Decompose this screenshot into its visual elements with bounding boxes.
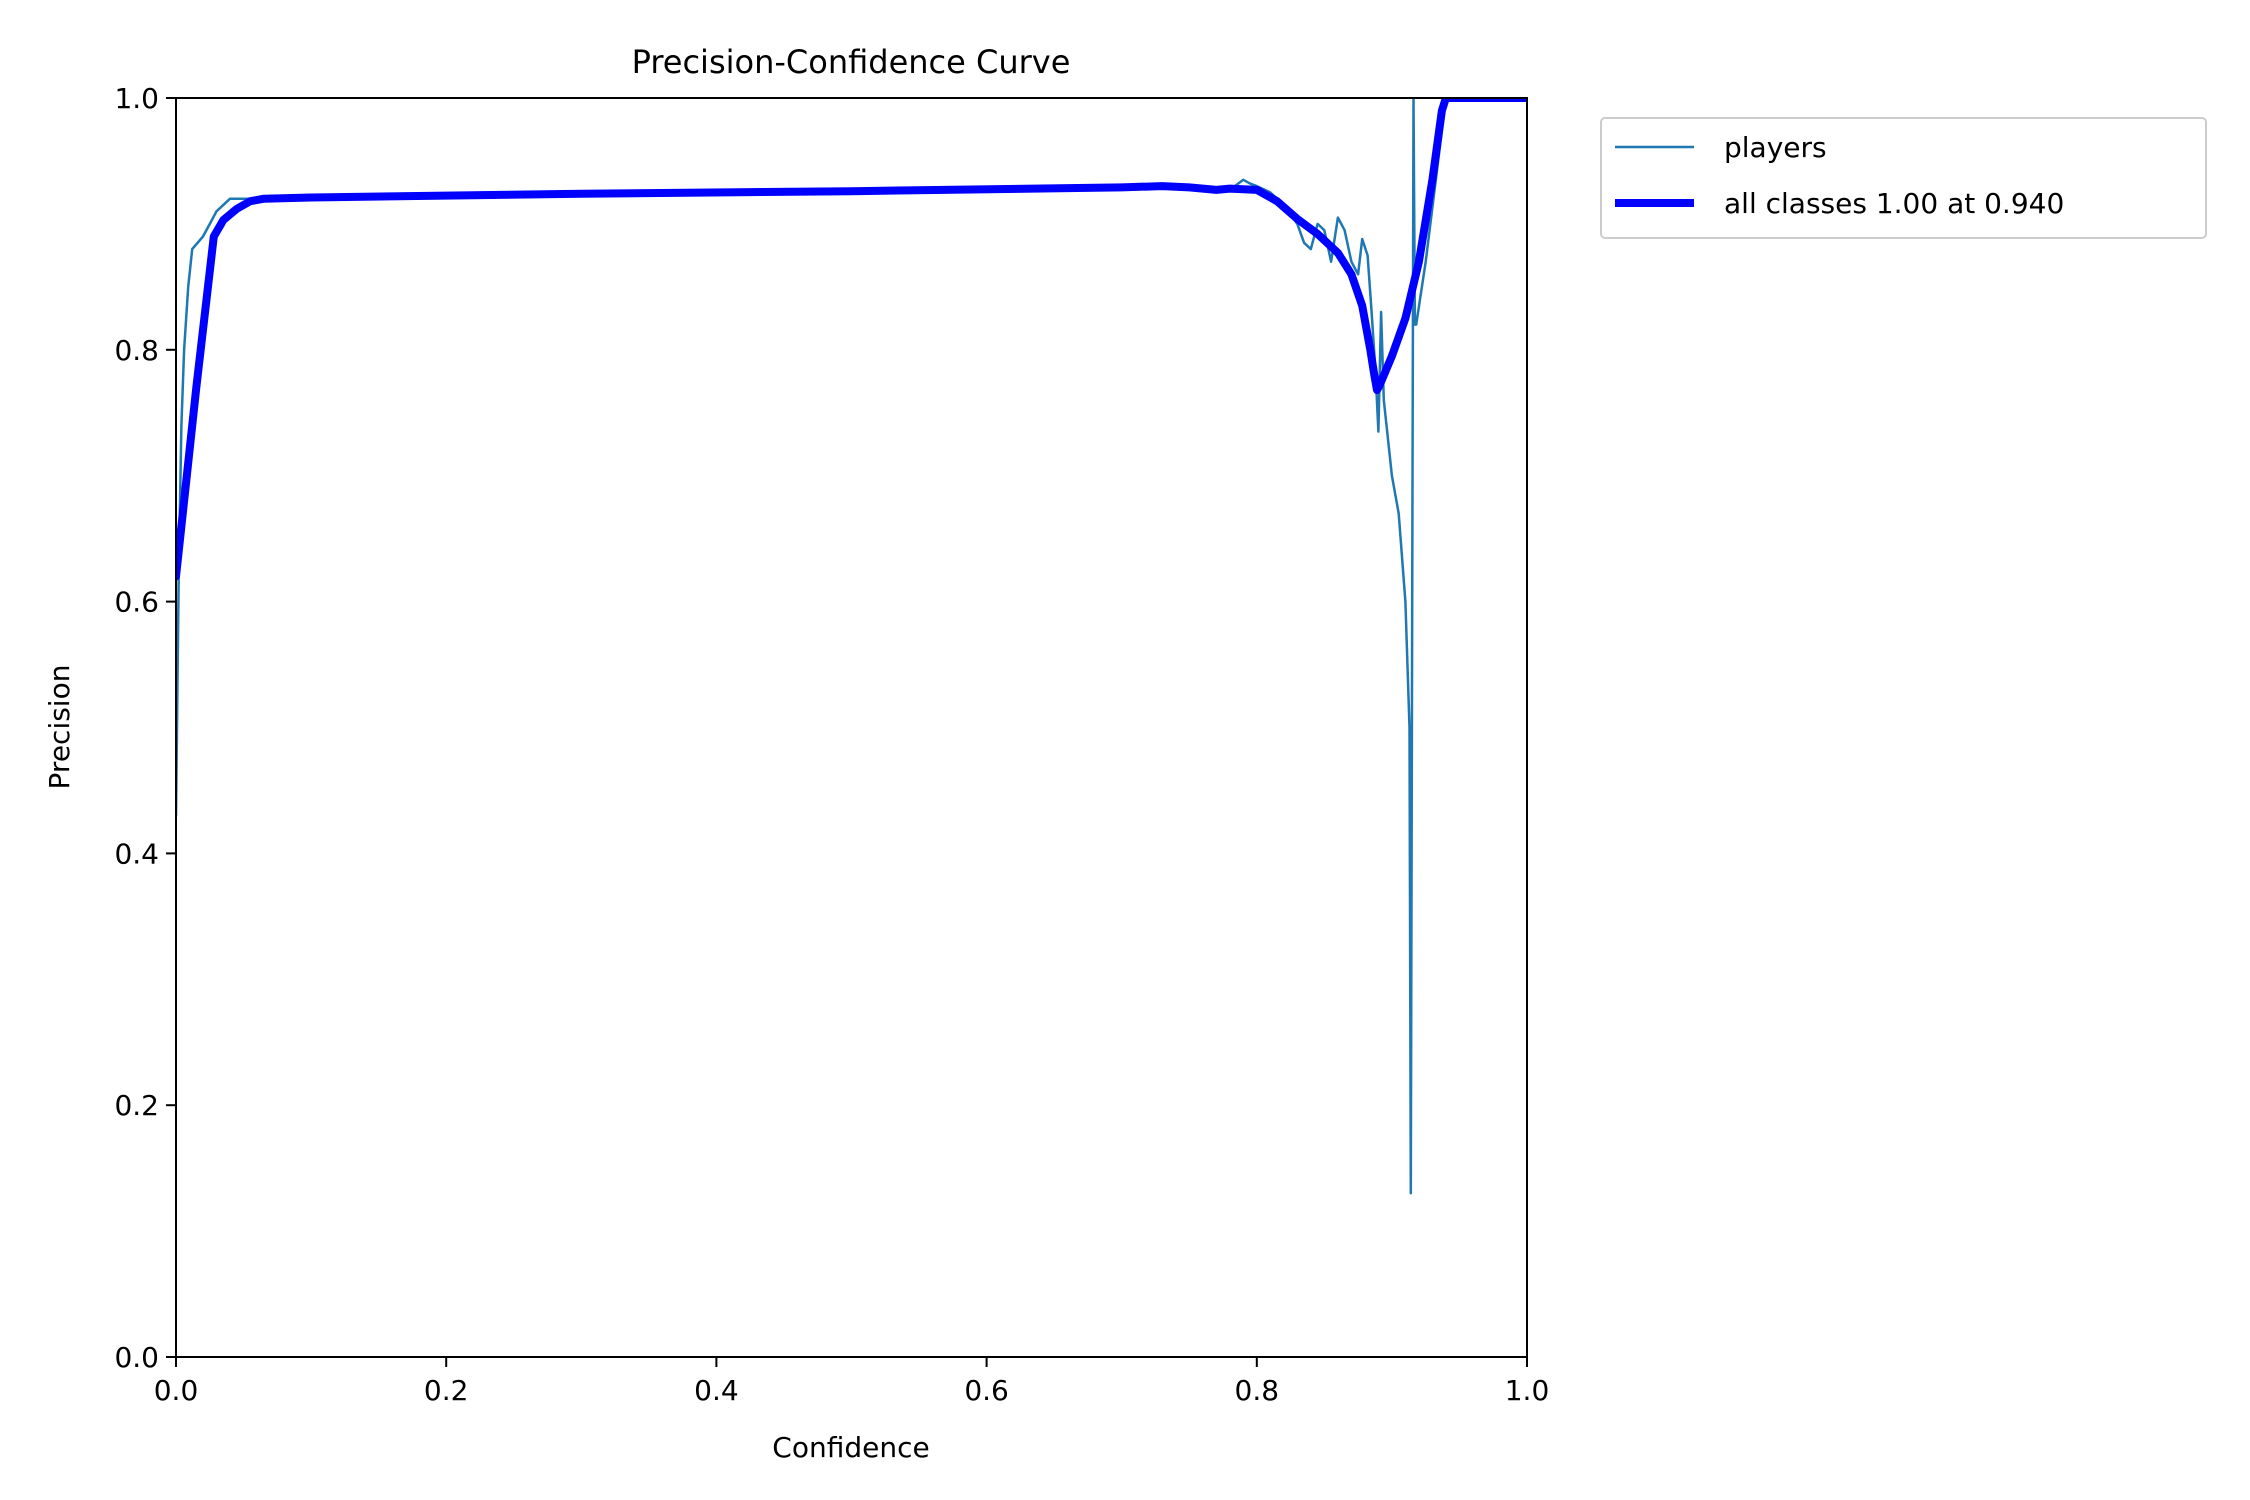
x-axis-label: Confidence [772, 1431, 929, 1464]
x-tick-label: 0.8 [1235, 1374, 1280, 1407]
axes-layer: 0.0 0.2 0.4 0.6 0.8 1.0 0.0 0.2 0.4 0.6 0.8 1.0 [114, 82, 1549, 1407]
legend-label-all-classes: all classes 1.00 at 0.940 [1724, 187, 2064, 220]
y-tick-label: 0.6 [114, 586, 159, 619]
y-axis-label: Precision [43, 665, 76, 790]
x-tick-label: 0.0 [154, 1374, 199, 1407]
legend: players all classes 1.00 at 0.940 [1600, 117, 2207, 239]
plot-frame [175, 97, 1528, 1358]
legend-frame [1600, 117, 2207, 239]
x-tick-label: 0.4 [694, 1374, 739, 1407]
y-tick-label: 0.2 [114, 1089, 159, 1122]
series-layer [176, 98, 1527, 1195]
chart-title: Precision-Confidence Curve [632, 43, 1071, 81]
series-line-all-classes [176, 98, 1527, 581]
series-line-players [176, 98, 1527, 1195]
y-tick-label: 1.0 [114, 82, 159, 115]
y-tick-label: 0.4 [114, 837, 159, 870]
x-tick-label: 1.0 [1505, 1374, 1550, 1407]
y-tick-label: 0.0 [114, 1341, 159, 1374]
x-tick-label: 0.2 [424, 1374, 469, 1407]
y-tick-label: 0.8 [114, 334, 159, 367]
legend-label-players: players [1724, 131, 1827, 164]
x-tick-label: 0.6 [964, 1374, 1009, 1407]
